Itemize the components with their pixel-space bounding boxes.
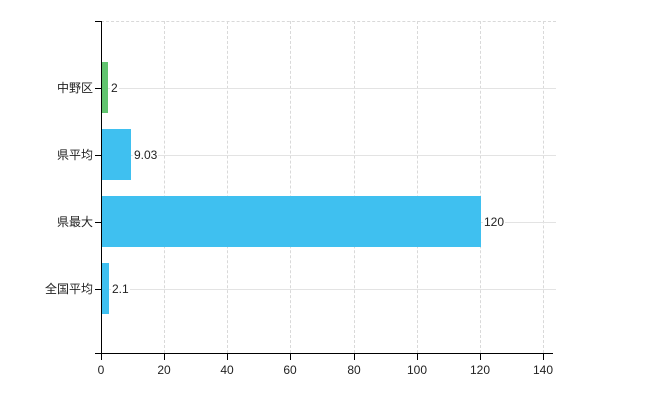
x-axis-tick <box>480 353 481 360</box>
y-axis-category-label: 県最大 <box>56 215 93 229</box>
x-axis-tick-label: 40 <box>220 363 234 377</box>
x-axis-tick-label: 20 <box>157 363 171 377</box>
bar-value-label: 2.1 <box>111 281 130 297</box>
x-axis-tick <box>290 353 291 360</box>
x-gridline <box>417 21 418 353</box>
plot-top-border <box>101 21 556 22</box>
category-gridline <box>101 155 556 156</box>
category-gridline <box>101 88 556 89</box>
x-axis-tick <box>417 353 418 360</box>
x-axis-tick-label: 140 <box>532 363 554 377</box>
x-gridline <box>290 21 291 353</box>
x-gridline <box>354 21 355 353</box>
x-gridline <box>164 21 165 353</box>
x-axis-tick-label: 0 <box>97 363 105 377</box>
bar-value-label: 9.03 <box>133 147 159 163</box>
x-axis-line <box>95 353 553 354</box>
x-axis-tick <box>101 353 102 360</box>
y-axis-tick <box>95 88 101 89</box>
y-axis-tick <box>95 222 101 223</box>
x-axis-tick <box>543 353 544 360</box>
bar-value-label: 2 <box>110 80 119 96</box>
x-axis-tick <box>227 353 228 360</box>
x-axis-tick <box>354 353 355 360</box>
y-axis-category-label: 中野区 <box>56 81 93 95</box>
bar-3 <box>102 263 109 314</box>
y-axis-category-label: 県平均 <box>56 148 93 162</box>
x-gridline <box>543 21 544 353</box>
y-axis-line <box>101 21 102 353</box>
y-axis-tick <box>95 289 101 290</box>
x-axis-tick <box>164 353 165 360</box>
x-gridline <box>480 21 481 353</box>
x-axis-tick-label: 60 <box>283 363 297 377</box>
x-axis-tick-label: 80 <box>347 363 361 377</box>
category-gridline <box>101 289 556 290</box>
y-axis-tick <box>95 155 101 156</box>
x-gridline <box>227 21 228 353</box>
x-axis-tick-label: 120 <box>469 363 491 377</box>
bar-2 <box>102 196 481 247</box>
x-axis-tick-label: 100 <box>406 363 428 377</box>
bar-1 <box>102 129 131 180</box>
bar-value-label: 120 <box>483 214 506 230</box>
y-axis-top-tick <box>95 21 101 22</box>
bar-0 <box>102 62 108 113</box>
y-axis-category-label: 全国平均 <box>44 282 93 296</box>
